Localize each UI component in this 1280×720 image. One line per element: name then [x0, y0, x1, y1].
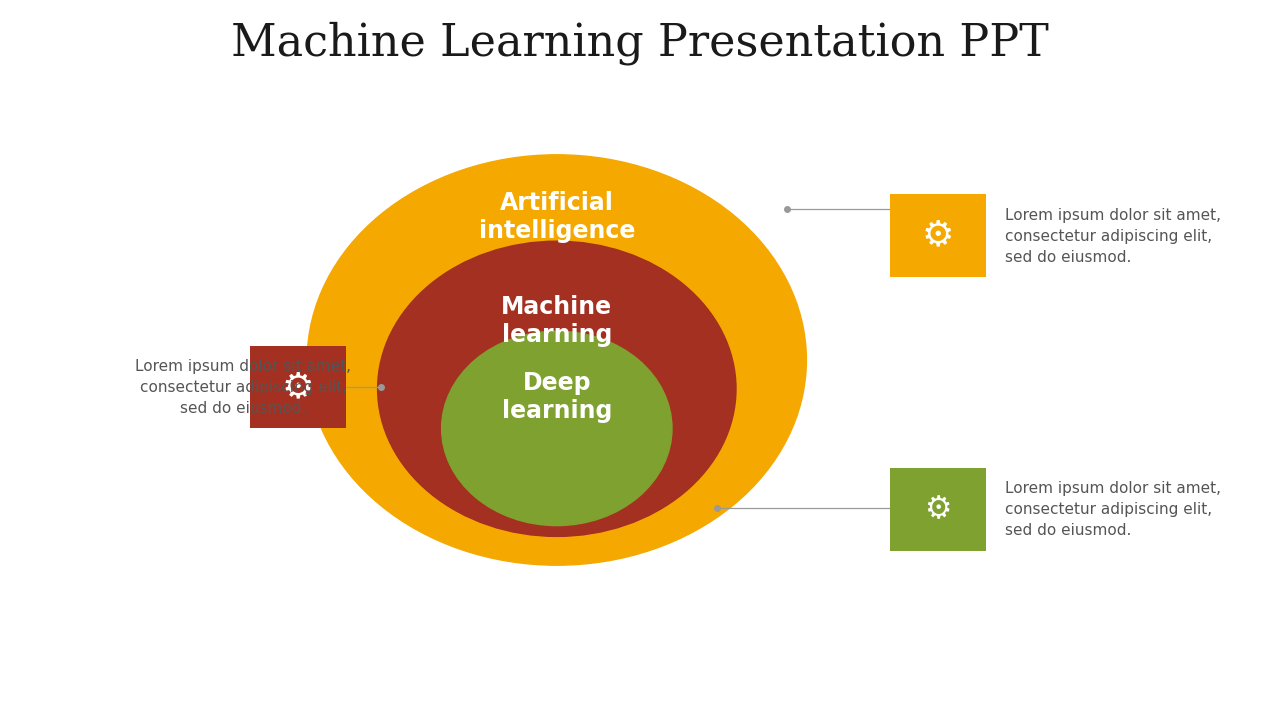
Ellipse shape — [307, 155, 806, 565]
Text: ⚙: ⚙ — [922, 219, 954, 253]
Ellipse shape — [378, 241, 736, 536]
FancyBboxPatch shape — [890, 468, 986, 551]
Text: Lorem ipsum dolor sit amet,
consectetur adipiscing elit,
sed do eiusmod.: Lorem ipsum dolor sit amet, consectetur … — [1005, 481, 1221, 539]
Text: Machine Learning Presentation PPT: Machine Learning Presentation PPT — [232, 22, 1048, 65]
FancyBboxPatch shape — [890, 194, 986, 277]
Text: Lorem ipsum dolor sit amet,
consectetur adipiscing elit,
sed do eiusmod.: Lorem ipsum dolor sit amet, consectetur … — [136, 359, 351, 416]
Text: Lorem ipsum dolor sit amet,
consectetur adipiscing elit,
sed do eiusmod.: Lorem ipsum dolor sit amet, consectetur … — [1005, 207, 1221, 265]
FancyBboxPatch shape — [250, 346, 346, 428]
Text: ⚙: ⚙ — [924, 495, 951, 524]
Text: ⚙: ⚙ — [282, 370, 314, 404]
Text: Machine
learning: Machine learning — [502, 295, 612, 347]
Ellipse shape — [442, 331, 672, 526]
Text: Artificial
intelligence: Artificial intelligence — [479, 191, 635, 243]
Text: Deep
learning: Deep learning — [502, 371, 612, 423]
